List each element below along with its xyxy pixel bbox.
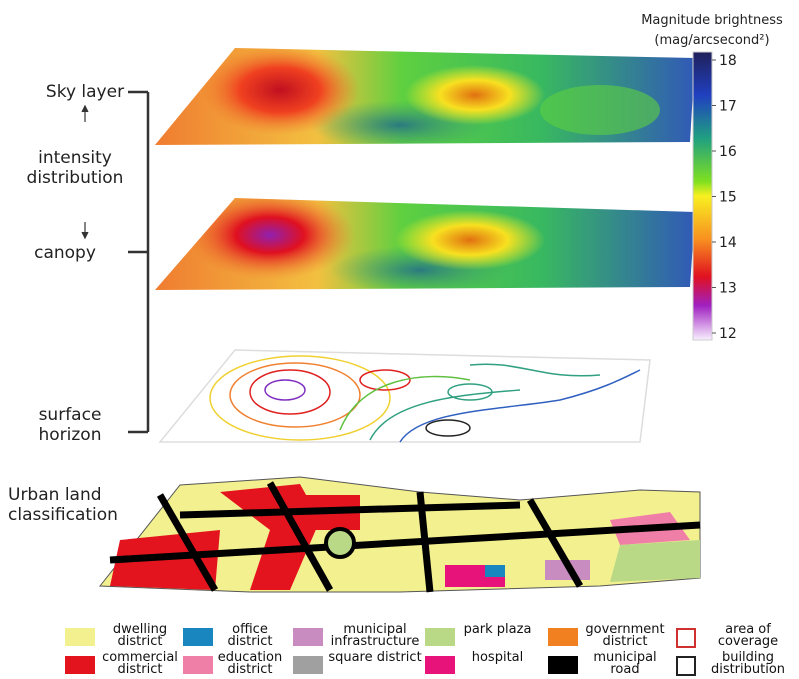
legend-swatch xyxy=(65,628,95,646)
colorbar-label: 15 xyxy=(719,190,737,206)
legend-swatch xyxy=(293,656,323,674)
legend-swatch xyxy=(65,656,95,674)
legend-swatch xyxy=(425,656,455,674)
legend-swatch xyxy=(548,628,578,646)
sky-layer xyxy=(150,40,710,150)
legend-swatch xyxy=(676,656,696,676)
legend-label: dwelling district xyxy=(100,624,180,648)
legend-label: square district xyxy=(325,652,425,664)
page: Magnitude brightness (mag/arcsecond²) 12… xyxy=(0,0,799,679)
label-sky: Sky layer xyxy=(20,82,150,102)
label-surface: surface horizon xyxy=(30,405,110,445)
legend-swatch xyxy=(183,656,213,674)
legend-label: commercial district xyxy=(100,652,180,676)
legend-label: municipal infrastructure xyxy=(325,624,425,648)
colorbar-label: 16 xyxy=(719,144,737,160)
canopy-layer xyxy=(150,190,710,295)
legend-label: building distribution xyxy=(698,652,798,676)
colorbar xyxy=(693,52,712,340)
colorbar-label: 12 xyxy=(719,326,737,342)
legend-label: municipal road xyxy=(580,652,670,676)
legend-swatch xyxy=(548,656,578,674)
colorbar-label: 18 xyxy=(719,53,737,69)
legend-label: government district xyxy=(580,624,670,648)
label-urban: Urban land classification xyxy=(8,485,133,525)
legend-swatch xyxy=(676,628,696,648)
bracket xyxy=(128,92,148,432)
urban-layer xyxy=(100,477,700,592)
legend-swatch xyxy=(425,628,455,646)
surface-layer xyxy=(160,350,650,442)
colorbar-label: 13 xyxy=(719,281,737,297)
legend-label: office district xyxy=(215,624,285,648)
legend-label: park plaza xyxy=(460,624,535,636)
colorbar-label: 17 xyxy=(719,99,737,115)
legend-label: area of coverage xyxy=(698,624,798,648)
legend-swatch xyxy=(183,628,213,646)
legend-label: education district xyxy=(215,652,285,676)
colorbar-label: 14 xyxy=(719,235,737,251)
colorbar-unit: (mag/arcsecond²) xyxy=(654,33,769,48)
colorbar-title: Magnitude brightness xyxy=(641,13,783,28)
label-intensity: intensity distribution xyxy=(20,148,130,188)
label-canopy: canopy xyxy=(20,243,110,263)
legend-swatch xyxy=(293,628,323,646)
legend-label: hospital xyxy=(460,652,535,664)
